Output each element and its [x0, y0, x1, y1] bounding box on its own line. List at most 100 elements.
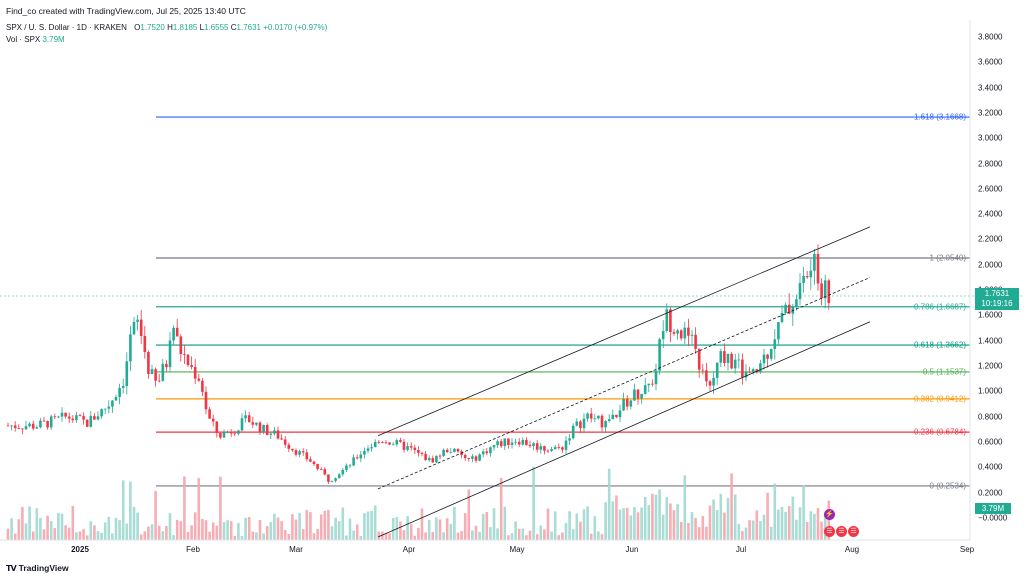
- candle-body: [427, 458, 431, 461]
- volume-bar: [370, 510, 373, 540]
- candle-body: [453, 448, 456, 452]
- candle-body: [424, 453, 427, 461]
- volume-bar: [276, 517, 280, 540]
- volume-bar: [435, 517, 438, 540]
- candle-body: [168, 340, 172, 368]
- flag-icon[interactable]: ☰: [824, 526, 835, 537]
- volume-bar: [136, 512, 139, 540]
- candle-body: [787, 304, 791, 314]
- candle-body: [201, 380, 204, 392]
- volume-bar: [798, 507, 802, 540]
- volume-bar: [265, 526, 269, 540]
- volume-bar: [10, 518, 13, 540]
- flag-icon-2[interactable]: ☰: [836, 526, 847, 537]
- volume-bar: [201, 518, 204, 540]
- volume-bar: [373, 505, 377, 540]
- volume-bar: [323, 510, 327, 540]
- flag-icon-3[interactable]: ☰: [848, 526, 859, 537]
- volume-bar: [161, 531, 165, 540]
- candle-body: [46, 420, 49, 428]
- symbol-name[interactable]: SPX / U. S. Dollar · 1D · KRAKEN: [6, 23, 127, 32]
- volume-bar: [467, 489, 471, 540]
- lightning-icon[interactable]: ⚡: [824, 509, 835, 520]
- candle-body: [683, 327, 687, 339]
- volume-bar: [532, 466, 535, 540]
- volume-bar: [114, 517, 118, 540]
- close-value: 1.7631: [236, 23, 261, 32]
- volume-bar: [561, 532, 564, 540]
- footer-bar: [0, 559, 1024, 574]
- candle-body: [309, 459, 312, 462]
- candle-body: [607, 419, 611, 422]
- volume-bar: [651, 493, 654, 540]
- candle-body: [359, 454, 363, 459]
- candle-body: [327, 474, 330, 482]
- volume-bar: [316, 528, 319, 540]
- volume-bar: [679, 521, 683, 540]
- candle-body: [719, 351, 723, 363]
- volume-bar: [327, 509, 330, 540]
- candle-body: [348, 465, 352, 467]
- candle-body: [125, 361, 129, 387]
- candle-body: [496, 441, 499, 446]
- candle-body: [31, 423, 35, 429]
- volume-bar: [179, 521, 183, 540]
- candle-body: [751, 369, 755, 373]
- candle-body: [316, 463, 319, 470]
- candle-body: [10, 425, 13, 427]
- candle-body: [111, 400, 114, 407]
- volume-bar: [330, 526, 334, 540]
- volume-label[interactable]: Vol · SPX: [6, 35, 41, 44]
- low-label: L: [199, 23, 205, 32]
- volume-bar: [629, 515, 633, 540]
- tradingview-brand[interactable]: 𝗧𝗩 TradingView: [6, 563, 69, 573]
- volume-bar: [384, 532, 388, 540]
- candle-body: [665, 309, 669, 332]
- candle-body: [208, 409, 211, 419]
- candle-body: [805, 276, 809, 278]
- volume-bar: [795, 519, 798, 540]
- candle-body: [53, 416, 57, 418]
- volume-bar: [557, 535, 561, 540]
- ohlc-row: SPX / U. S. Dollar · 1D · KRAKEN O1.7520…: [6, 22, 327, 34]
- candle-body: [647, 383, 651, 386]
- volume-bar: [193, 512, 197, 540]
- candle-body: [816, 253, 820, 284]
- candle-body: [67, 416, 71, 419]
- candle-body: [287, 444, 291, 449]
- candle-body: [687, 327, 690, 336]
- volume-bar: [424, 532, 427, 540]
- volume-bar: [438, 519, 442, 540]
- volume-bar: [46, 515, 49, 540]
- volume-bar: [445, 518, 449, 540]
- candle-body: [406, 446, 409, 450]
- candle-body: [103, 408, 107, 410]
- candle-body: [143, 335, 147, 353]
- candle-body: [157, 380, 161, 382]
- volume-bar: [107, 516, 111, 540]
- candle-body: [71, 418, 75, 421]
- channel-upper-line: [377, 226, 871, 437]
- volume-bar: [67, 527, 71, 540]
- volume-bar: [694, 517, 697, 540]
- candle-body: [384, 442, 388, 444]
- volume-bar: [363, 513, 366, 540]
- candle-body: [456, 448, 460, 452]
- candle-body: [564, 440, 568, 450]
- volume-bar: [269, 522, 273, 540]
- volume-bar: [121, 480, 125, 540]
- candle-body: [435, 455, 438, 463]
- candle-body: [265, 424, 269, 435]
- volume-bar: [427, 519, 431, 540]
- volume-bar: [399, 521, 402, 540]
- candle-body: [337, 474, 341, 479]
- candle-body: [802, 276, 805, 284]
- volume-bar: [622, 508, 625, 540]
- volume-bar: [312, 533, 316, 540]
- volume-bar: [291, 514, 294, 540]
- candle-body: [755, 369, 759, 372]
- volume-bar: [726, 497, 730, 540]
- volume-bar: [701, 516, 705, 540]
- high-label: H: [167, 23, 173, 32]
